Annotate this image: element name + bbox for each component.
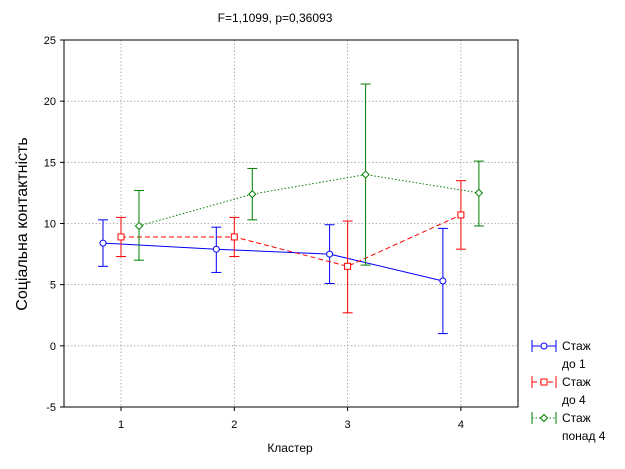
legend-label: Стаж xyxy=(562,375,591,389)
series-line xyxy=(121,214,462,267)
data-point xyxy=(326,250,334,258)
legend-label: понад 4 xyxy=(562,429,606,443)
chart-title: F=1,1099, p=0,36093 xyxy=(218,11,333,25)
data-point xyxy=(474,188,484,198)
legend-label: до 1 xyxy=(562,357,586,371)
x-tick-label: 4 xyxy=(458,419,464,431)
legend-item-3: Стаж понад 4 xyxy=(531,411,606,443)
x-tick-label: 3 xyxy=(345,419,351,431)
y-tick-label: 5 xyxy=(50,280,56,292)
y-tick-label: -5 xyxy=(46,402,56,414)
legend-marker xyxy=(540,342,548,350)
y-tick-label: 15 xyxy=(44,157,56,169)
data-point xyxy=(439,277,447,285)
plot-frame xyxy=(63,39,519,408)
series-line xyxy=(102,242,444,282)
x-axis-label: Кластер xyxy=(267,441,313,455)
data-point xyxy=(134,221,144,231)
data-point xyxy=(248,189,257,199)
x-tick-label: 1 xyxy=(118,419,124,431)
data-point xyxy=(361,170,370,179)
legend-marker xyxy=(539,413,549,423)
series-2 xyxy=(116,180,466,314)
series-line xyxy=(138,174,479,227)
data-point xyxy=(457,211,465,219)
series-3 xyxy=(134,83,484,266)
axes: -5 0 5 10 15 20 25 1 2 3 4 xyxy=(44,35,519,431)
legend-item-2: Стаж до 4 xyxy=(531,375,591,407)
legend-label: до 4 xyxy=(562,393,586,407)
data-point xyxy=(212,245,220,253)
data-point xyxy=(99,239,107,247)
data-point xyxy=(117,233,125,241)
series-1 xyxy=(98,219,448,335)
y-axis-label: Соціальна контактність xyxy=(14,137,31,310)
y-tick-label: 10 xyxy=(44,219,56,231)
data-point xyxy=(344,262,352,270)
data-point xyxy=(230,233,238,241)
legend: Стаж до 1 Стаж до 4 Стаж понад 4 xyxy=(531,339,606,443)
legend-label: Стаж xyxy=(562,339,591,353)
y-tick-label: 25 xyxy=(44,35,56,47)
legend-label: Стаж xyxy=(562,411,591,425)
plot-area xyxy=(98,83,484,335)
y-tick-label: 0 xyxy=(50,341,56,353)
legend-item-1: Стаж до 1 xyxy=(531,339,591,371)
x-tick-label: 2 xyxy=(231,419,237,431)
y-tick-label: 20 xyxy=(44,96,56,108)
legend-marker xyxy=(540,378,548,386)
